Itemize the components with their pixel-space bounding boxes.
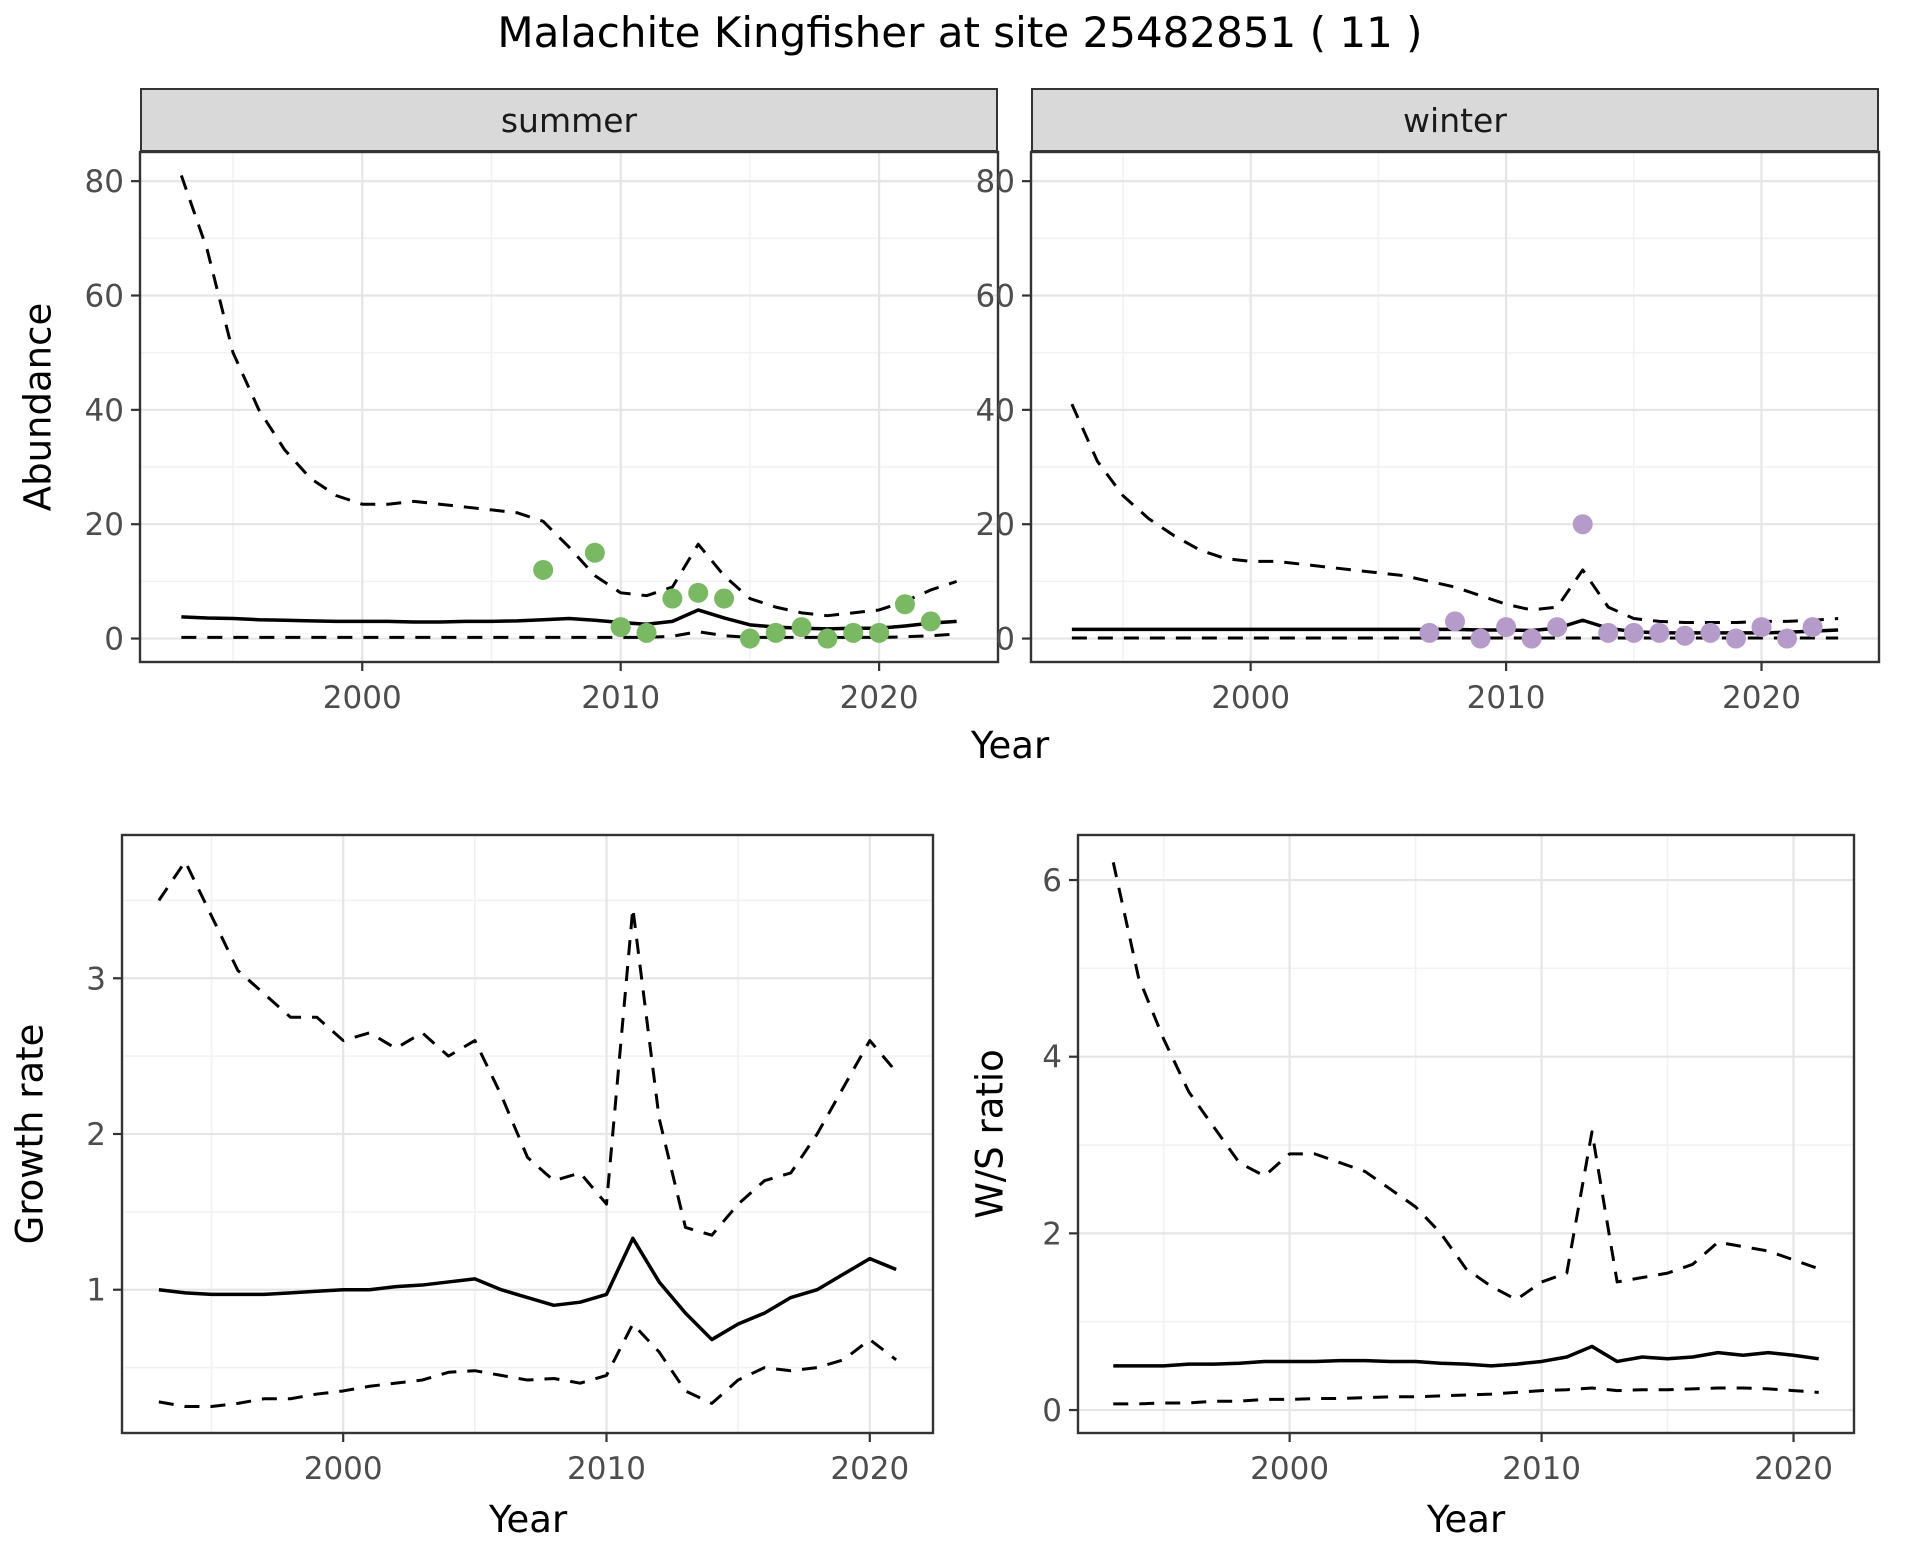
growth-rate-x-tick-label: 2010 [567, 1451, 646, 1487]
abundance-summer-panel: 2000 2010 2020 0 20 40 60 80 [85, 150, 1000, 716]
growth-rate-x-tick-label: 2020 [830, 1451, 909, 1487]
ws-ratio-x-tick-label: 2000 [1250, 1451, 1329, 1487]
growth-rate-panel: 2000 2010 2020 1 2 3 [86, 833, 935, 1487]
abundance-summer-y-tick-label: 20 [85, 507, 124, 543]
abundance-winter-x-tick-label: 2000 [1211, 680, 1290, 716]
ws-ratio-y-tick-label: 0 [1042, 1393, 1062, 1429]
abundance-winter-y-tick-label: 0 [995, 622, 1015, 658]
ws-ratio-x-tick-label: 2020 [1754, 1451, 1833, 1487]
ws-ratio-x-axis-label: Year [1426, 1498, 1506, 1541]
abundance-summer-x-tick-label: 2010 [581, 680, 660, 716]
abundance-summer-y-tick-label: 0 [104, 622, 124, 658]
abundance-winter-observed-points [1419, 514, 1823, 649]
growth-rate-axis-label: Growth rate [8, 1023, 52, 1245]
growth-rate-y-tick-label: 2 [86, 1117, 106, 1153]
abundance-winter-upper-ci [1070, 403, 1839, 625]
abundance-winter-x-tick-label: 2010 [1467, 680, 1546, 716]
ws-ratio-y-tick-label: 4 [1042, 1040, 1062, 1076]
ws-ratio-upper-ci [1111, 862, 1820, 1302]
ws-ratio-lower-ci [1113, 1386, 1819, 1406]
abundance-summer-upper-ci [179, 174, 958, 618]
abundance-summer-y-tick-label: 60 [85, 279, 124, 315]
abundance-winter-y-tick-label: 40 [976, 393, 1015, 429]
abundance-summer-x-tick-label: 2020 [840, 680, 919, 716]
growth-rate-lower-ci [158, 1322, 898, 1409]
abundance-winter-y-tick-label: 20 [976, 507, 1015, 543]
ws-ratio-median [1113, 1344, 1819, 1368]
facet-strip-summer: summer [140, 88, 998, 152]
growth-rate-upper-ci [157, 859, 898, 1237]
top-x-axis-label: Year [970, 724, 1050, 767]
abundance-summer-y-tick-label: 80 [85, 164, 124, 200]
growth-rate-y-tick-label: 1 [86, 1273, 106, 1309]
ws-ratio-x-tick-label: 2010 [1502, 1451, 1581, 1487]
abundance-winter-x-tick-label: 2020 [1722, 680, 1801, 716]
ws-ratio-axis-label: W/S ratio [968, 1049, 1012, 1219]
growth-rate-y-tick-label: 3 [86, 961, 106, 997]
ws-ratio-panel: 2000 2010 2020 0 2 4 6 [1042, 833, 1856, 1487]
ws-ratio-y-tick-label: 6 [1042, 863, 1062, 899]
abundance-winter-y-tick-label: 80 [976, 164, 1015, 200]
growth-rate-median [158, 1236, 897, 1342]
abundance-winter-y-tick-label: 60 [976, 279, 1015, 315]
abundance-summer-observed-points [533, 542, 941, 649]
abundance-axis-label: Abundance [16, 302, 60, 512]
abundance-winter-panel: 2000 2010 2020 0 20 40 60 80 [976, 150, 1881, 716]
figure-title: Malachite Kingfisher at site 25482851 ( … [497, 8, 1423, 57]
facet-strip-winter: winter [1031, 88, 1879, 152]
abundance-summer-y-tick-label: 40 [85, 393, 124, 429]
growth-rate-x-axis-label: Year [488, 1498, 568, 1541]
growth-rate-x-tick-label: 2000 [304, 1451, 383, 1487]
abundance-summer-x-tick-label: 2000 [323, 680, 402, 716]
ws-ratio-y-tick-label: 2 [1042, 1216, 1062, 1252]
